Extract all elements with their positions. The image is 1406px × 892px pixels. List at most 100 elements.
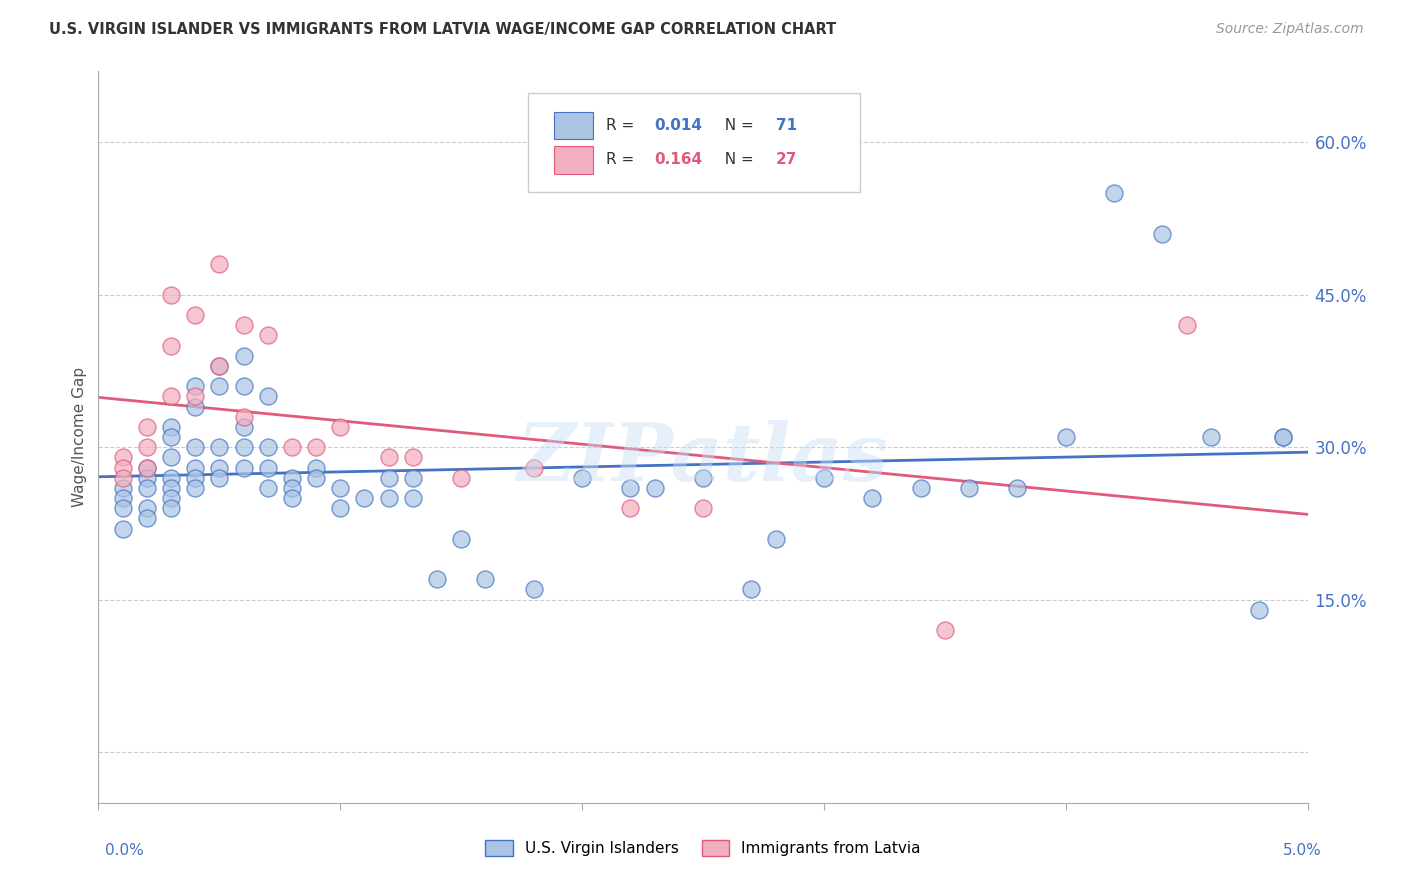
Point [281, 440, 304, 454]
Point [232, 409, 254, 424]
Point [232, 440, 254, 454]
Point [160, 450, 183, 465]
Text: U.S. VIRGIN ISLANDER VS IMMIGRANTS FROM LATVIA WAGE/INCOME GAP CORRELATION CHART: U.S. VIRGIN ISLANDER VS IMMIGRANTS FROM … [49, 22, 837, 37]
Text: R =: R = [606, 153, 640, 168]
Point [111, 471, 134, 485]
FancyBboxPatch shape [554, 112, 593, 139]
Point [135, 460, 157, 475]
Point [329, 501, 352, 516]
Point [450, 532, 472, 546]
Point [402, 450, 425, 465]
Point [329, 481, 352, 495]
Point [1007, 481, 1029, 495]
Point [377, 450, 399, 465]
Point [135, 481, 157, 495]
Point [692, 501, 714, 516]
Point [160, 288, 183, 302]
Point [184, 481, 207, 495]
Point [160, 481, 183, 495]
Point [160, 430, 183, 444]
Point [377, 471, 399, 485]
Point [523, 582, 546, 597]
Point [1199, 430, 1222, 444]
Point [232, 379, 254, 393]
Legend: U.S. Virgin Islanders, Immigrants from Latvia: U.S. Virgin Islanders, Immigrants from L… [479, 834, 927, 862]
Point [1249, 603, 1271, 617]
Point [208, 359, 231, 373]
Point [111, 450, 134, 465]
Point [208, 359, 231, 373]
Point [208, 257, 231, 271]
Point [353, 491, 375, 505]
Point [232, 420, 254, 434]
Point [111, 460, 134, 475]
Point [474, 572, 496, 586]
Point [135, 440, 157, 454]
Text: Source: ZipAtlas.com: Source: ZipAtlas.com [1216, 22, 1364, 37]
Point [232, 349, 254, 363]
Point [619, 481, 641, 495]
Point [184, 379, 207, 393]
Point [135, 471, 157, 485]
Point [692, 471, 714, 485]
FancyBboxPatch shape [554, 146, 593, 174]
Point [184, 460, 207, 475]
Point [910, 481, 932, 495]
Point [111, 481, 134, 495]
Point [860, 491, 883, 505]
Text: N =: N = [716, 153, 759, 168]
Point [619, 501, 641, 516]
Point [402, 471, 425, 485]
Point [329, 420, 352, 434]
Point [256, 328, 278, 343]
Text: 0.014: 0.014 [655, 118, 703, 133]
Point [184, 389, 207, 403]
Text: 0.0%: 0.0% [105, 843, 145, 858]
Point [305, 440, 328, 454]
Point [184, 440, 207, 454]
Point [208, 471, 231, 485]
Text: 71: 71 [776, 118, 797, 133]
Point [160, 471, 183, 485]
Point [426, 572, 449, 586]
Point [184, 308, 207, 322]
Point [111, 491, 134, 505]
Point [377, 491, 399, 505]
Point [523, 460, 546, 475]
Point [281, 471, 304, 485]
Point [160, 491, 183, 505]
Point [644, 481, 666, 495]
Text: 0.164: 0.164 [655, 153, 703, 168]
Point [765, 532, 787, 546]
Point [450, 471, 472, 485]
Point [1054, 430, 1077, 444]
Point [135, 501, 157, 516]
Point [208, 440, 231, 454]
Point [813, 471, 835, 485]
Point [208, 379, 231, 393]
Text: 5.0%: 5.0% [1282, 843, 1322, 858]
Point [740, 582, 762, 597]
Point [135, 420, 157, 434]
Y-axis label: Wage/Income Gap: Wage/Income Gap [72, 367, 87, 508]
Point [111, 501, 134, 516]
Text: 27: 27 [776, 153, 797, 168]
Point [957, 481, 980, 495]
Point [111, 521, 134, 535]
Point [1272, 430, 1295, 444]
Point [571, 471, 593, 485]
Point [135, 460, 157, 475]
Point [402, 491, 425, 505]
Point [305, 471, 328, 485]
Point [232, 318, 254, 333]
Point [208, 460, 231, 475]
Point [160, 389, 183, 403]
Text: N =: N = [716, 118, 759, 133]
Point [184, 400, 207, 414]
Point [256, 440, 278, 454]
Point [1152, 227, 1174, 241]
Point [1272, 430, 1295, 444]
Point [934, 623, 956, 637]
Point [281, 491, 304, 505]
Point [160, 420, 183, 434]
